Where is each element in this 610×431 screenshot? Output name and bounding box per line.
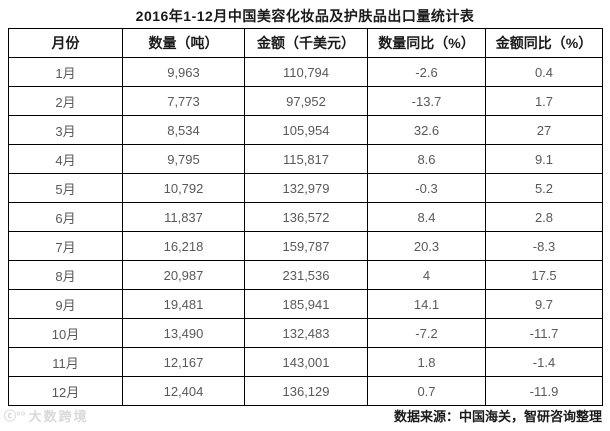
- column-header-1: 数量（吨）: [122, 28, 245, 58]
- value-cell: 2.8: [485, 202, 603, 232]
- month-cell: 8月: [8, 260, 123, 290]
- month-cell: 9月: [8, 289, 123, 319]
- month-cell: 1月: [8, 57, 123, 87]
- value-cell: 32.6: [367, 115, 486, 145]
- value-cell: 159,787: [244, 231, 368, 261]
- value-cell: 20,987: [122, 260, 245, 290]
- value-cell: 27: [485, 115, 603, 145]
- value-cell: 17.5: [485, 260, 603, 290]
- watermark-label: 大数跨境: [28, 409, 89, 424]
- table-row: 9月 19,481 185,941 14.1 9.7: [8, 289, 603, 319]
- table-row: 10月 13,490 132,483 -7.2 -11.7: [8, 318, 603, 348]
- value-cell: 10,792: [122, 173, 245, 203]
- value-cell: 12,167: [122, 347, 245, 377]
- value-cell: 132,483: [244, 318, 368, 348]
- value-cell: -1.4: [485, 347, 603, 377]
- month-cell: 12月: [8, 376, 123, 406]
- value-cell: 0.4: [485, 57, 603, 87]
- column-header-0: 月份: [8, 28, 123, 58]
- value-cell: 105,954: [244, 115, 368, 145]
- value-cell: 9,795: [122, 144, 245, 174]
- value-cell: 14.1: [367, 289, 486, 319]
- column-header-3: 数量同比（%）: [367, 28, 486, 58]
- watermark-logo-icon: ⓒ°°: [4, 409, 26, 423]
- value-cell: 7,773: [122, 86, 245, 116]
- statistics-table: 月份 数量（吨） 金额（千美元） 数量同比（%） 金额同比（%） 1月 9,963 110,…: [8, 28, 603, 406]
- month-cell: 3月: [8, 115, 123, 145]
- page-title: 2016年1-12月中国美容化妆品及护肤品出口量统计表: [135, 8, 475, 24]
- month-cell: 11月: [8, 347, 123, 377]
- table-row: 6月 11,837 136,572 8.4 2.8: [8, 202, 603, 232]
- value-cell: -8.3: [485, 231, 603, 261]
- value-cell: 115,817: [244, 144, 368, 174]
- value-cell: 8,534: [122, 115, 245, 145]
- value-cell: 9.7: [485, 289, 603, 319]
- value-cell: 19,481: [122, 289, 245, 319]
- value-cell: 8.6: [367, 144, 486, 174]
- month-cell: 4月: [8, 144, 123, 174]
- value-cell: 5.2: [485, 173, 603, 203]
- table-row: 5月 10,792 132,979 -0.3 5.2: [8, 173, 603, 203]
- value-cell: 136,129: [244, 376, 368, 406]
- value-cell: 11,837: [122, 202, 245, 232]
- table-row: 4月 9,795 115,817 8.6 9.1: [8, 144, 603, 174]
- value-cell: 185,941: [244, 289, 368, 319]
- month-cell: 6月: [8, 202, 123, 232]
- value-cell: 132,979: [244, 173, 368, 203]
- table-row: 1月 9,963 110,794 -2.6 0.4: [8, 57, 603, 87]
- value-cell: 16,218: [122, 231, 245, 261]
- table-row: 3月 8,534 105,954 32.6 27: [8, 115, 603, 145]
- column-header-4: 金额同比（%）: [485, 28, 603, 58]
- watermark: ⓒ°° 大数跨境: [4, 406, 89, 425]
- value-cell: -2.6: [367, 57, 486, 87]
- value-cell: -11.9: [485, 376, 603, 406]
- value-cell: 8.4: [367, 202, 486, 232]
- table-row: 8月 20,987 231,536 4 17.5: [8, 260, 603, 290]
- value-cell: 97,952: [244, 86, 368, 116]
- value-cell: 20.3: [367, 231, 486, 261]
- value-cell: -11.7: [485, 318, 603, 348]
- value-cell: 0.7: [367, 376, 486, 406]
- value-cell: -13.7: [367, 86, 486, 116]
- month-cell: 5月: [8, 173, 123, 203]
- value-cell: 143,001: [244, 347, 368, 377]
- value-cell: 1.8: [367, 347, 486, 377]
- table-row: 2月 7,773 97,952 -13.7 1.7: [8, 86, 603, 116]
- table-header-row: 月份 数量（吨） 金额（千美元） 数量同比（%） 金额同比（%）: [8, 28, 603, 58]
- table-row: 7月 16,218 159,787 20.3 -8.3: [8, 231, 603, 261]
- value-cell: 9,963: [122, 57, 245, 87]
- value-cell: 13,490: [122, 318, 245, 348]
- value-cell: 9.1: [485, 144, 603, 174]
- table-body: 1月 9,963 110,794 -2.6 0.4 2月 7,773 97,952 -13.7 1…: [8, 57, 603, 406]
- value-cell: 12,404: [122, 376, 245, 406]
- month-cell: 2月: [8, 86, 123, 116]
- month-cell: 7月: [8, 231, 123, 261]
- table-row: 12月 12,404 136,129 0.7 -11.9: [8, 376, 603, 406]
- value-cell: 136,572: [244, 202, 368, 232]
- value-cell: 231,536: [244, 260, 368, 290]
- table-row: 11月 12,167 143,001 1.8 -1.4: [8, 347, 603, 377]
- month-cell: 10月: [8, 318, 123, 348]
- value-cell: 4: [367, 260, 486, 290]
- value-cell: -0.3: [367, 173, 486, 203]
- column-header-2: 金额（千美元）: [244, 28, 368, 58]
- value-cell: 110,794: [244, 57, 368, 87]
- value-cell: 1.7: [485, 86, 603, 116]
- value-cell: -7.2: [367, 318, 486, 348]
- data-source-note: 数据来源：中国海关，智研咨询整理: [393, 409, 602, 424]
